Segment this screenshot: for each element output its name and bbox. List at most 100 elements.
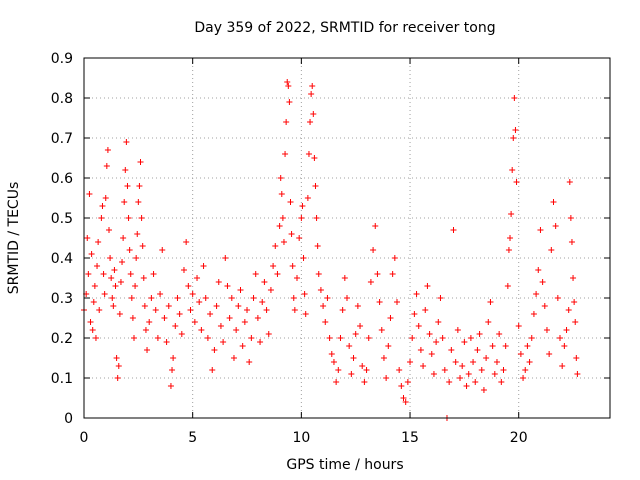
data-point: [512, 127, 519, 133]
data-point: [420, 363, 427, 369]
data-point: [383, 375, 390, 381]
data-point: [254, 315, 261, 321]
data-point: [485, 319, 492, 325]
data-point: [413, 291, 420, 297]
data-point: [550, 199, 557, 205]
data-point: [352, 331, 359, 337]
data-point: [284, 79, 291, 85]
data-point: [333, 379, 340, 385]
data-point: [411, 311, 418, 317]
data-point: [505, 247, 512, 253]
data-point: [522, 367, 529, 373]
y-tick-label: 0.7: [51, 131, 73, 147]
data-point: [324, 295, 331, 301]
data-point: [102, 195, 109, 201]
x-tick-label: 0: [80, 430, 89, 446]
data-point: [317, 287, 324, 293]
data-point: [557, 335, 564, 341]
data-points: [81, 79, 581, 421]
chart-title: Day 359 of 2022, SRMTID for receiver ton…: [194, 20, 495, 36]
data-point: [139, 243, 146, 249]
data-point: [428, 351, 435, 357]
data-point: [372, 223, 379, 229]
data-point: [354, 303, 361, 309]
data-point: [310, 111, 317, 117]
data-point: [194, 275, 201, 281]
data-point: [457, 375, 464, 381]
data-point: [337, 335, 344, 341]
data-point: [224, 283, 231, 289]
y-tick-label: 0.9: [51, 51, 73, 67]
data-point: [283, 119, 290, 125]
data-point: [537, 227, 544, 233]
data-point: [491, 371, 498, 377]
data-point: [88, 251, 95, 257]
data-point: [135, 199, 142, 205]
y-tick-label: 0.2: [51, 331, 73, 347]
data-point: [133, 255, 140, 261]
data-point: [159, 247, 166, 253]
data-point: [409, 335, 416, 341]
data-point: [108, 275, 115, 281]
data-point: [573, 355, 580, 361]
data-point: [301, 291, 308, 297]
data-point: [300, 255, 307, 261]
data-point: [248, 335, 255, 341]
data-point: [528, 335, 535, 341]
data-point: [572, 319, 579, 325]
data-point: [141, 303, 148, 309]
data-point: [161, 315, 168, 321]
data-point: [374, 271, 381, 277]
data-point: [348, 371, 355, 377]
data-point: [115, 363, 122, 369]
data-point: [120, 235, 127, 241]
data-point: [110, 303, 117, 309]
data-point: [474, 347, 481, 353]
data-point: [496, 331, 503, 337]
data-point: [378, 327, 385, 333]
data-point: [116, 311, 123, 317]
data-point: [165, 303, 172, 309]
data-point: [136, 183, 143, 189]
data-point: [563, 327, 570, 333]
data-point: [498, 379, 505, 385]
data-point: [530, 311, 537, 317]
data-point: [548, 247, 555, 253]
data-point: [111, 267, 118, 273]
data-point: [163, 339, 170, 345]
data-point: [237, 287, 244, 293]
data-point: [280, 239, 287, 245]
y-tick-label: 0: [64, 411, 73, 427]
data-point: [308, 91, 315, 97]
data-point: [121, 199, 128, 205]
data-point: [567, 215, 574, 221]
y-axis-title: SRMTID / TECUs: [6, 182, 22, 295]
data-point: [363, 367, 370, 373]
data-point: [132, 283, 139, 289]
data-point: [450, 227, 457, 233]
data-point: [424, 283, 431, 289]
data-point: [302, 311, 309, 317]
data-point: [339, 307, 346, 313]
x-tick-label: 20: [510, 430, 528, 446]
data-point: [154, 335, 161, 341]
data-point: [169, 367, 176, 373]
data-point: [220, 339, 227, 345]
data-point: [467, 335, 474, 341]
data-point: [279, 215, 286, 221]
data-point: [435, 319, 442, 325]
data-point: [129, 315, 136, 321]
data-point: [94, 263, 101, 269]
data-point: [422, 307, 429, 313]
data-point: [257, 339, 264, 345]
data-point: [157, 291, 164, 297]
data-point: [290, 295, 297, 301]
data-point: [504, 283, 511, 289]
data-point: [207, 311, 214, 317]
y-tick-label: 0.5: [51, 211, 73, 227]
data-point: [446, 379, 453, 385]
data-point: [172, 323, 179, 329]
data-point: [430, 371, 437, 377]
data-point: [250, 295, 257, 301]
